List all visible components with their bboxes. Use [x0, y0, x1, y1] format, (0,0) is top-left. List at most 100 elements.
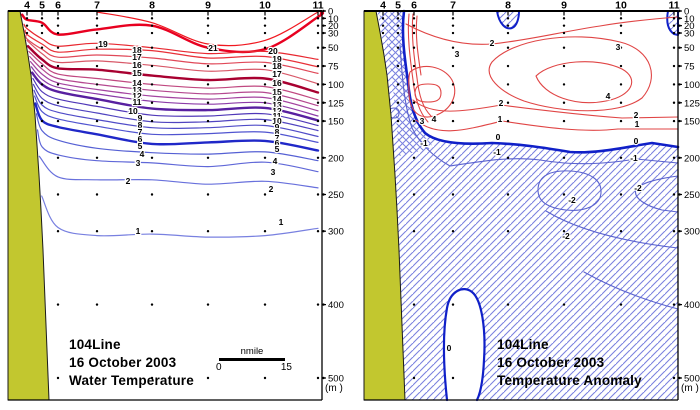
- left-sample-dot: [95, 376, 99, 380]
- left-contour-label: 17: [272, 69, 282, 79]
- left-depth-label: 250: [328, 190, 344, 201]
- right-sample-dot: [412, 376, 416, 380]
- left-depth-tick-dot: [322, 193, 325, 196]
- right-sample-dot: [451, 376, 455, 380]
- left-depth-label: 20: [328, 21, 339, 32]
- right-depth-label: 75: [684, 62, 695, 73]
- left-sample-dot: [95, 303, 99, 306]
- left-sample-dot: [206, 119, 210, 123]
- right-sample-dot: [506, 46, 510, 49]
- right-sample-dot: [562, 24, 566, 27]
- right-sample-dot: [619, 193, 623, 196]
- left-sample-dot: [263, 24, 267, 27]
- right-sample-dot: [451, 101, 455, 104]
- left-sample-dot: [150, 119, 154, 123]
- anomaly-contour--1-neg-band: [399, 44, 679, 167]
- right-sample-dot: [451, 31, 455, 35]
- right-station-label: 11: [668, 0, 679, 12]
- anomaly-contour-4-coast-eye: [414, 83, 442, 103]
- left-section-date: 16 October 2003: [69, 355, 177, 370]
- right-contour-label: -1: [630, 153, 638, 163]
- isotherm-12C: [29, 61, 319, 112]
- left-depth-label: 100: [328, 80, 344, 91]
- left-depth-tick-dot: [322, 64, 325, 68]
- right-sample-dot: [451, 83, 455, 86]
- left-depth-tick-dot: [322, 46, 325, 49]
- left-sample-dot: [40, 46, 44, 49]
- right-sample-dot: [451, 46, 455, 49]
- left-depth-label: 50: [328, 43, 339, 54]
- right-station-label: 6: [411, 0, 417, 12]
- left-depth-tick-dot: [322, 24, 325, 27]
- left-contour-label: 14: [132, 78, 142, 88]
- left-sample-dot: [206, 83, 210, 86]
- right-sample-dot: [396, 31, 400, 35]
- left-sample-dot: [263, 101, 267, 104]
- right-sample-dot: [412, 193, 416, 196]
- left-sample-dot: [56, 156, 60, 159]
- left-contour-label: 7: [275, 133, 280, 143]
- left-sample-dot: [206, 24, 210, 27]
- right-sample-dot: [396, 64, 400, 68]
- left-sample-dot: [150, 64, 154, 68]
- left-sample-dot: [56, 230, 60, 233]
- left-station-label: 6: [55, 0, 61, 12]
- left-contour-label: 6: [275, 138, 280, 148]
- left-contour-label: 11: [273, 111, 282, 121]
- anomaly-contour--2-neg-lobe: [635, 175, 679, 213]
- left-station-label: 11: [312, 0, 323, 12]
- left-sample-dot: [263, 83, 267, 86]
- anomaly-contour-2-mid-band: [412, 99, 679, 119]
- left-contour-label: 2: [269, 184, 274, 194]
- left-sample-dot: [150, 83, 154, 86]
- isotherm-10C: [30, 71, 320, 122]
- left-sample-dot: [95, 230, 99, 233]
- isotherm-13C: [29, 55, 319, 107]
- right-sample-dot: [451, 156, 455, 159]
- anomaly-contour--2-neg-core: [537, 170, 602, 211]
- left-depth-tick-dot: [322, 17, 325, 20]
- left-sample-dot: [206, 17, 210, 20]
- left-sample-dot: [56, 119, 60, 123]
- right-sample-dot: [396, 83, 400, 86]
- left-depth-label: 30: [328, 29, 339, 40]
- right-depth-tick-dot: [678, 230, 681, 233]
- right-sample-dot: [619, 119, 623, 123]
- right-sample-dot: [412, 83, 416, 86]
- right-depth-label: 300: [684, 227, 700, 238]
- right-depth-tick-dot: [678, 17, 681, 20]
- anomaly-contour-1-coast-bunch: [407, 13, 429, 123]
- right-sample-dot: [619, 230, 623, 233]
- left-contour-label: 8: [275, 127, 280, 137]
- right-sample-dot: [412, 64, 416, 68]
- right-sample-dot: [672, 230, 676, 233]
- left-sample-dot: [40, 64, 44, 68]
- right-sample-dot: [506, 156, 510, 159]
- right-sample-dot: [451, 64, 455, 68]
- right-sample-dot: [672, 303, 676, 306]
- left-contour-label: 4: [273, 156, 278, 166]
- temperature-anomaly-panel: 4 5 6 7 8 9 10 11010203050751001251502002503004…: [363, 0, 700, 402]
- left-sample-dot: [95, 119, 99, 123]
- left-sample-dot: [316, 101, 320, 104]
- right-depth-label: 0: [684, 7, 689, 18]
- left-contour-label: 16: [132, 60, 142, 70]
- right-depth-label: 500: [684, 374, 700, 385]
- right-sample-dot: [619, 17, 623, 20]
- left-sample-dot: [263, 230, 267, 233]
- left-depth-tick-dot: [322, 83, 325, 86]
- left-contour-label: 7: [138, 127, 143, 137]
- left-sample-dot: [206, 193, 210, 196]
- right-sample-dot: [672, 193, 676, 196]
- left-sample-dot: [95, 24, 99, 27]
- left-depth-tick-dot: [322, 230, 325, 233]
- right-sample-dot: [619, 64, 623, 68]
- left-contour-label: 2: [126, 176, 131, 186]
- anomaly-contour-3-warm-ring: [488, 36, 652, 112]
- right-contour-label: 3: [420, 116, 425, 126]
- scale-bar-line: [219, 358, 285, 361]
- right-sample-dot: [396, 101, 400, 104]
- right-contour-label: 0: [496, 132, 501, 142]
- left-sample-dot: [263, 156, 267, 159]
